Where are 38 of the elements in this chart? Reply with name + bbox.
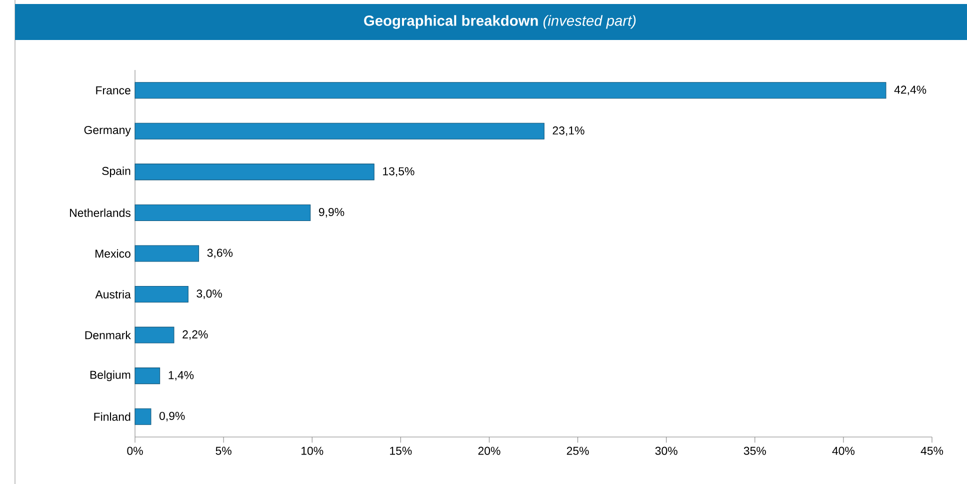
- data-label: 2,2%: [182, 330, 208, 340]
- y-tick-label: France: [96, 86, 130, 94]
- x-tick-label: 35%: [744, 446, 766, 455]
- bar: [134, 368, 160, 384]
- x-tick-label: 40%: [832, 446, 855, 455]
- data-label: 9,9%: [318, 208, 344, 218]
- data-label: 1,4%: [168, 371, 194, 381]
- data-label: 0,9%: [159, 412, 185, 422]
- y-tick-label: Mexico: [96, 249, 130, 258]
- bar: [134, 82, 886, 99]
- x-tick-label: 45%: [920, 446, 944, 455]
- y-tick-label: Spain: [102, 166, 130, 178]
- bar: [134, 286, 188, 303]
- y-tick-label: Netherlands: [70, 208, 130, 217]
- y-tick-label: Germany: [84, 126, 131, 136]
- bar: [134, 326, 174, 344]
- x-tick-label: 30%: [655, 446, 678, 455]
- y-tick-label: Finland: [94, 412, 130, 421]
- bar: [134, 164, 374, 180]
- x-tick-label: 0%: [127, 446, 143, 455]
- data-label: 23,1%: [552, 126, 584, 136]
- x-tick-label: 20%: [478, 446, 500, 455]
- data-label: 3,0%: [196, 290, 222, 299]
- bar: [134, 122, 544, 140]
- data-label: 13,5%: [383, 167, 414, 177]
- y-tick-label: Belgium: [90, 370, 130, 382]
- bar: [134, 245, 200, 262]
- data-label: 3,6%: [207, 248, 233, 258]
- x-tick-label: 15%: [390, 446, 412, 455]
- bar: [134, 204, 311, 221]
- y-tick-label: Austria: [95, 290, 131, 298]
- x-tick-label: 25%: [566, 446, 589, 455]
- bar: [134, 408, 152, 425]
- x-tick-label: 5%: [216, 446, 232, 455]
- chart-title: Geographical breakdown (invested part): [364, 15, 636, 29]
- y-tick-label: Denmark: [85, 330, 131, 340]
- x-tick-label: 10%: [302, 446, 324, 455]
- data-label: 42,4%: [894, 86, 926, 96]
